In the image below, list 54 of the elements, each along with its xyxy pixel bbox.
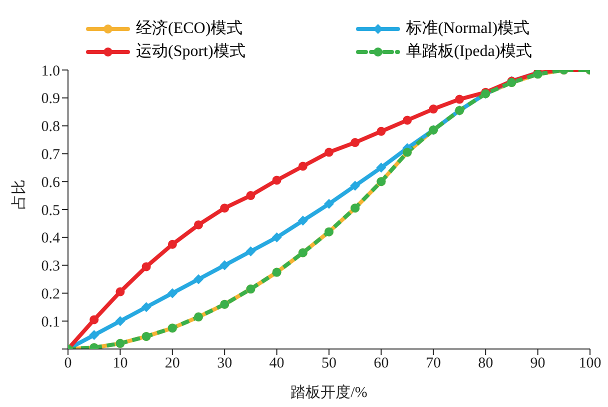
point (115, 316, 126, 326)
x-tick-label: 90 (530, 356, 546, 372)
point (90, 315, 99, 324)
point (455, 94, 464, 104)
y-tick-label: 0.6 (41, 174, 60, 191)
x-tick-label: 40 (269, 356, 284, 372)
y-tick-label: 0.5 (41, 202, 60, 219)
x-tick-label: 80 (478, 356, 494, 372)
y-tick-label: 0.8 (41, 119, 60, 136)
x-tick-label: 60 (374, 356, 389, 372)
point (142, 262, 151, 272)
x-tick-label: 20 (164, 356, 180, 372)
point (272, 232, 282, 242)
point (428, 104, 438, 114)
y-tick-label: 0.4 (41, 230, 60, 247)
y-tick-label: 1.0 (41, 63, 60, 80)
y-tick-label: 0.3 (41, 258, 60, 275)
point (298, 162, 308, 171)
y-tick-label: 0.7 (41, 147, 60, 164)
point (350, 180, 360, 191)
point (246, 191, 256, 200)
point (168, 240, 177, 249)
point (272, 176, 282, 185)
y-tick-label: 0.9 (41, 91, 60, 108)
x-tick-label: 0 (64, 356, 72, 372)
point (194, 274, 204, 284)
point (350, 138, 360, 148)
point (376, 126, 386, 136)
point (141, 302, 152, 312)
point (89, 330, 100, 340)
point (376, 162, 386, 173)
point (167, 288, 178, 298)
point (402, 116, 412, 125)
point (246, 246, 256, 256)
x-axis-title: 踏板开度/% (290, 384, 368, 401)
point (220, 204, 230, 213)
legend-label: 单踏板(Ipeda)模式 (406, 42, 532, 62)
point (220, 260, 230, 270)
point (324, 198, 334, 209)
point (116, 287, 125, 296)
y-tick-label: 0.1 (41, 314, 60, 330)
point (324, 148, 334, 157)
x-tick-label: 30 (217, 356, 232, 372)
x-tick-label: 50 (322, 356, 336, 372)
x-tick-label: 100 (578, 356, 602, 372)
legend-label: 经济(ECO)模式 (136, 18, 243, 39)
point (194, 220, 203, 230)
legend-label: 运动(Sport)模式 (136, 42, 246, 62)
point (298, 216, 308, 226)
y-tick-label: 0.2 (41, 286, 60, 303)
legend-label: 标准(Normal)模式 (406, 18, 530, 39)
x-tick-label: 10 (112, 356, 128, 372)
x-tick-label: 70 (426, 356, 441, 372)
y-axis-title: 占比 (10, 180, 28, 210)
